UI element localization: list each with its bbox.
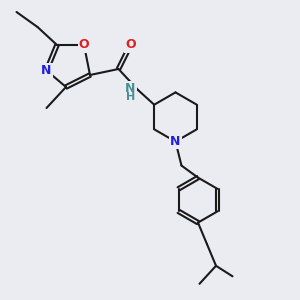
- Text: O: O: [79, 38, 89, 52]
- Text: N: N: [170, 135, 181, 148]
- Text: N: N: [125, 82, 136, 95]
- Text: O: O: [125, 38, 136, 52]
- Text: H: H: [126, 92, 135, 103]
- Text: N: N: [41, 64, 52, 77]
